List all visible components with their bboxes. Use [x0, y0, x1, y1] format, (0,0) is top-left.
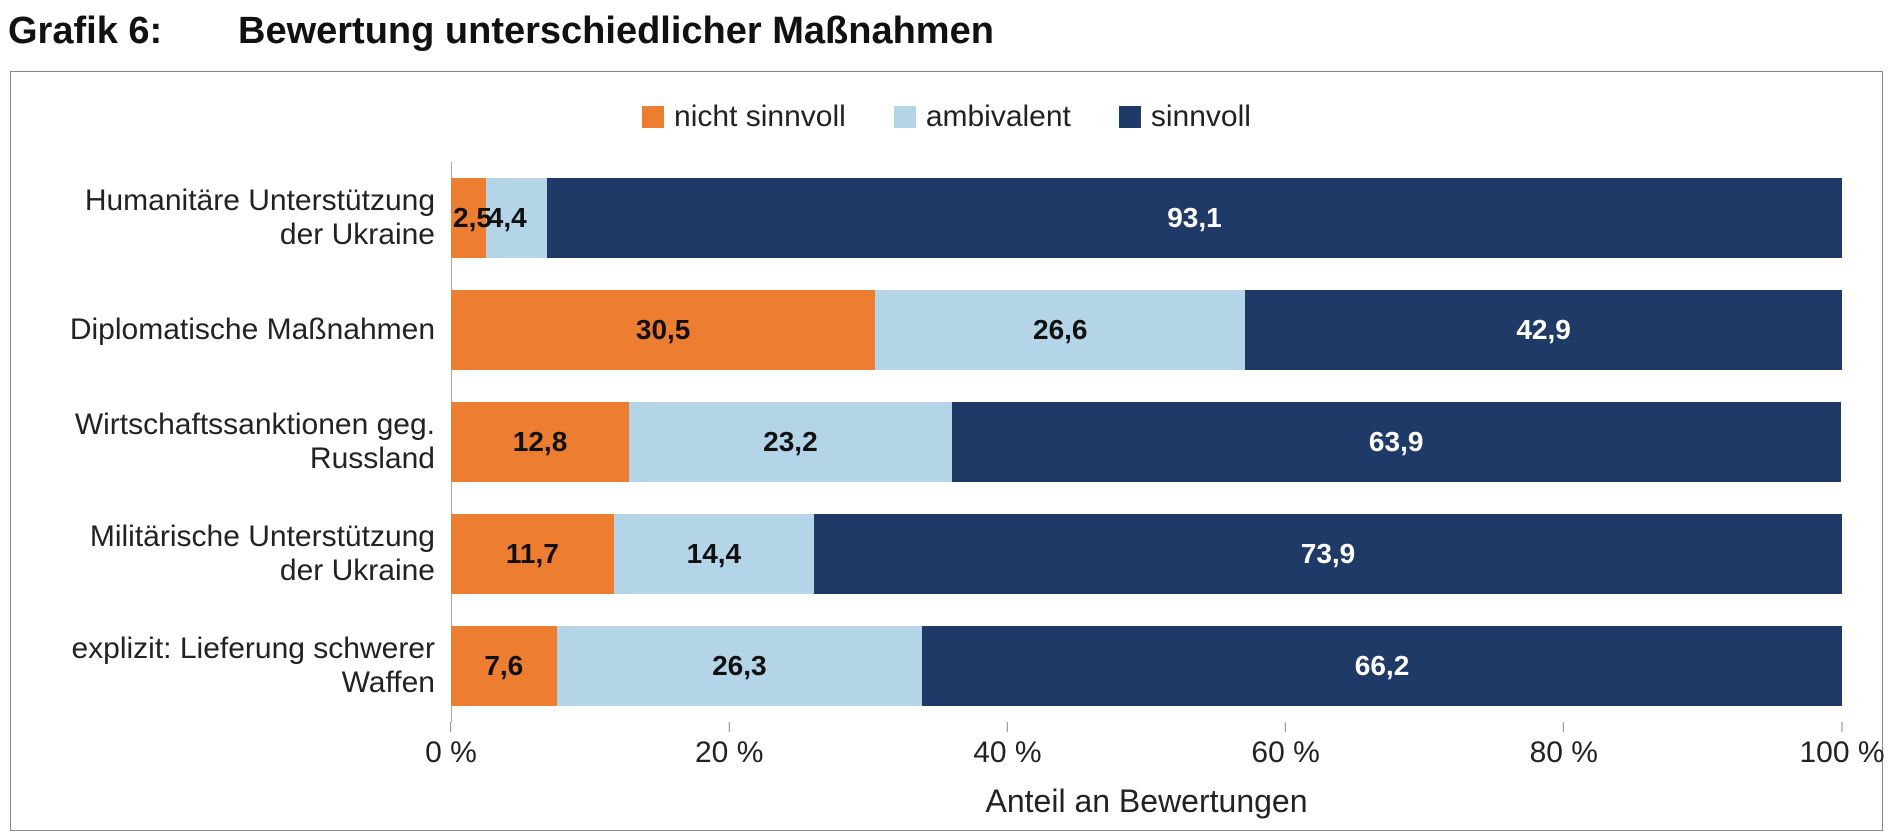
bar-segment-ambivalent: 26,3 [557, 626, 922, 707]
bar-segment-sinnvoll: 73,9 [814, 514, 1842, 595]
chart-container: Grafik 6: Bewertung unterschiedlicher Ma… [0, 0, 1893, 837]
x-tick-label: 0 % [425, 736, 477, 770]
bar-segment-ambivalent: 23,2 [629, 402, 952, 483]
x-tick: 0 % [425, 722, 477, 770]
bar-segment-nicht_sinnvoll: 7,6 [451, 626, 557, 707]
category-label: explizit: Lieferung schwerer Waffen [51, 610, 451, 722]
x-tick-mark [450, 722, 451, 732]
bar-track: 7,626,366,2 [451, 626, 1842, 707]
category-label: Wirtschaftssanktionen geg. Russland [51, 386, 451, 498]
title-row: Grafik 6: Bewertung unterschiedlicher Ma… [0, 10, 1893, 71]
x-tick-mark [1007, 722, 1008, 732]
legend-item-sinnvoll: sinnvoll [1119, 100, 1251, 134]
bars-area: 2,54,493,1 30,526,642,9 12,823,263,9 11,714… [451, 162, 1842, 722]
x-tick: 60 % [1251, 722, 1319, 770]
x-axis-title-row: Anteil an Bewertungen [51, 777, 1842, 820]
bar-segment-nicht_sinnvoll: 12,8 [451, 402, 629, 483]
legend-swatch [894, 106, 916, 128]
x-tick-label: 60 % [1251, 736, 1319, 770]
title-main: Bewertung unterschiedlicher Maßnahmen [238, 10, 994, 53]
x-axis-row: 0 %20 %40 %60 %80 %100 % [51, 722, 1842, 777]
bar-track: 2,54,493,1 [451, 178, 1842, 259]
bar-track: 11,714,473,9 [451, 514, 1842, 595]
legend-swatch [642, 106, 664, 128]
legend-item-ambivalent: ambivalent [894, 100, 1071, 134]
bar-track: 30,526,642,9 [451, 290, 1842, 371]
x-tick-mark [1563, 722, 1564, 732]
bar-segment-ambivalent: 14,4 [614, 514, 814, 595]
legend-swatch [1119, 106, 1141, 128]
y-axis-labels: Humanitäre Unterstützung der UkraineDipl… [51, 162, 451, 722]
x-tick-label: 100 % [1799, 736, 1884, 770]
x-axis-ticks: 0 %20 %40 %60 %80 %100 % [451, 722, 1842, 777]
bar-row: 12,823,263,9 [451, 386, 1842, 498]
bar-segment-sinnvoll: 63,9 [952, 402, 1841, 483]
bar-segment-ambivalent: 26,6 [875, 290, 1245, 371]
x-tick-label: 20 % [695, 736, 763, 770]
x-tick-mark [729, 722, 730, 732]
bar-segment-nicht_sinnvoll: 11,7 [451, 514, 614, 595]
bar-segment-nicht_sinnvoll: 30,5 [451, 290, 875, 371]
legend-label: ambivalent [926, 100, 1071, 134]
x-axis-spacer [51, 722, 451, 777]
bar-row: 2,54,493,1 [451, 162, 1842, 274]
category-label: Militärische Unterstützung der Ukraine [51, 498, 451, 610]
bar-segment-ambivalent [486, 178, 547, 259]
legend-item-nicht_sinnvoll: nicht sinnvoll [642, 100, 846, 134]
legend: nicht sinnvoll ambivalent sinnvoll [51, 92, 1842, 162]
bar-segment-sinnvoll: 93,1 [547, 178, 1842, 259]
bar-track: 12,823,263,9 [451, 402, 1842, 483]
bar-segment-sinnvoll: 66,2 [922, 626, 1842, 707]
bar-row: 30,526,642,9 [451, 274, 1842, 386]
x-tick: 100 % [1799, 722, 1884, 770]
x-tick-label: 40 % [973, 736, 1041, 770]
x-axis-title: Anteil an Bewertungen [451, 777, 1842, 820]
x-tick: 80 % [1530, 722, 1598, 770]
x-tick-mark [1285, 722, 1286, 732]
x-tick-mark [1841, 722, 1842, 732]
category-label: Humanitäre Unterstützung der Ukraine [51, 162, 451, 274]
legend-label: sinnvoll [1151, 100, 1251, 134]
bar-row: 11,714,473,9 [451, 498, 1842, 610]
category-label: Diplomatische Maßnahmen [51, 274, 451, 386]
bar-row: 7,626,366,2 [451, 610, 1842, 722]
bar-segment-sinnvoll: 42,9 [1245, 290, 1842, 371]
bar-segment-nicht_sinnvoll [451, 178, 486, 259]
legend-label: nicht sinnvoll [674, 100, 846, 134]
bars-column: 2,54,493,1 30,526,642,9 12,823,263,9 11,714… [451, 162, 1842, 722]
x-axis-title-spacer [51, 777, 451, 820]
title-prefix: Grafik 6: [8, 10, 238, 53]
x-tick-label: 80 % [1530, 736, 1598, 770]
x-tick: 40 % [973, 722, 1041, 770]
x-tick: 20 % [695, 722, 763, 770]
chart-box: nicht sinnvoll ambivalent sinnvoll Humanit… [10, 71, 1883, 831]
plot-area: Humanitäre Unterstützung der UkraineDipl… [51, 162, 1842, 722]
